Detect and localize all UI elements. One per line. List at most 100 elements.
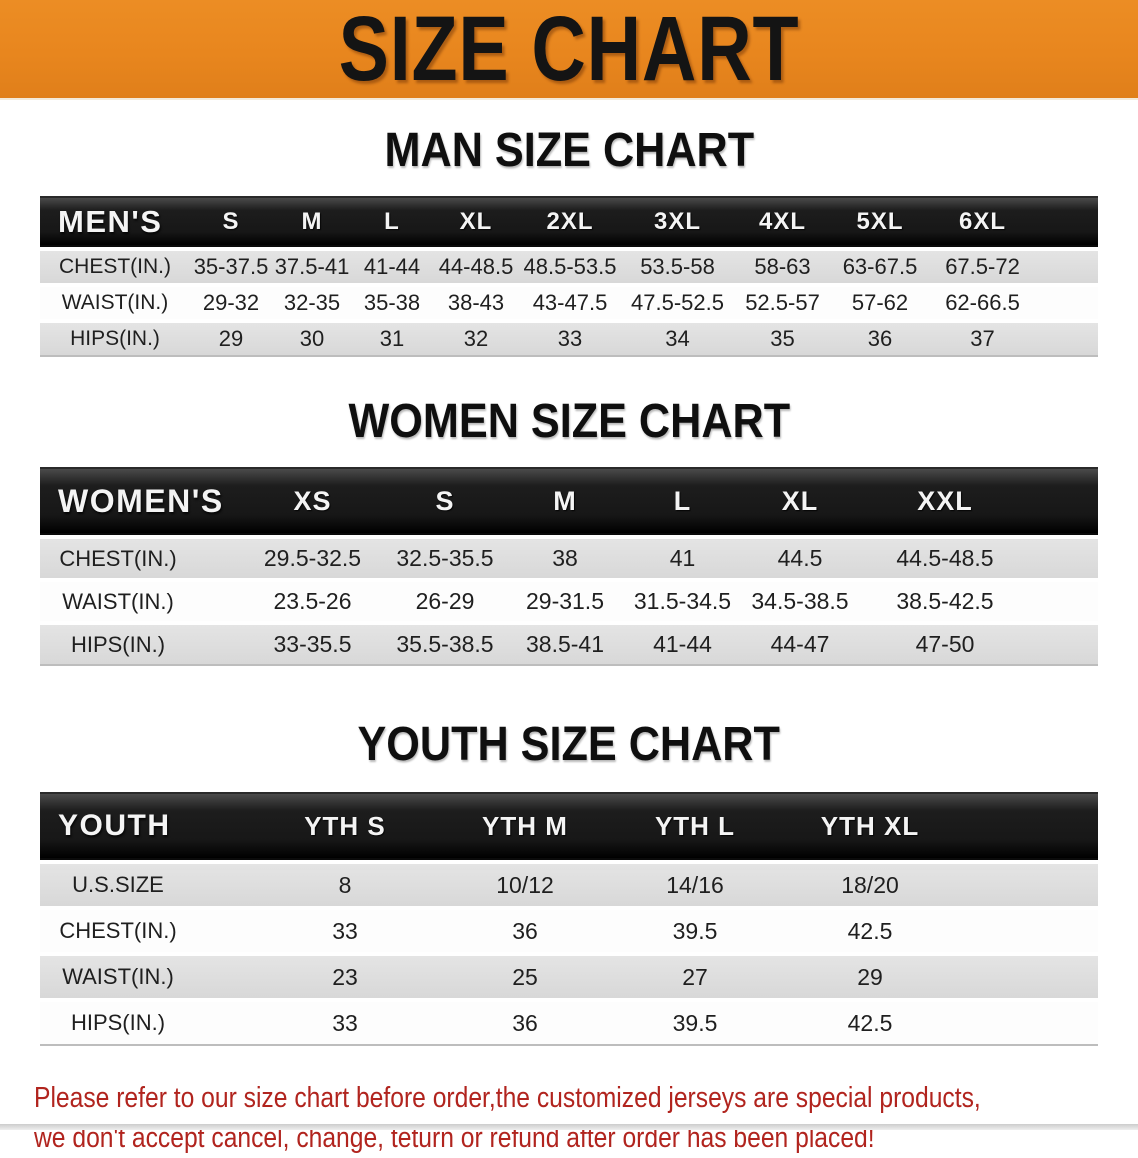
measurement-value: 33-35.5 [240,621,385,666]
men-section-title-text: MAN SIZE CHART [384,124,754,177]
youth-section-title: YOUTH SIZE CHART [0,718,1138,771]
row-label: U.S.SIZE [40,860,250,906]
measurement-value: 23 [250,952,440,998]
row-label: CHEST(IN.) [40,906,250,952]
men-size-table: MEN'S S M L XL 2XL 3XL 4XL 5XL 6XL CHEST(IN.) 35-37… [40,196,1098,357]
disclaimer-line-1: Please refer to our size chart before or… [34,1082,981,1114]
spacer-cell [1035,319,1098,357]
measurement-row: CHEST(IN.) 29.5-32.5 32.5-35.5 38 41 44.5 44.5… [40,535,1098,578]
measurement-value: 29 [190,319,272,357]
measurement-row: HIPS(IN.) 33-35.5 35.5-38.5 38.5-41 41-44 44-… [40,621,1098,666]
row-label: WAIST(IN.) [40,578,240,621]
size-column-header: L [625,467,740,535]
page-title: SIZE CHART [338,0,800,100]
measurement-value: 52.5-57 [735,283,830,319]
measurement-value: 8 [250,860,440,906]
measurement-value: 41-44 [625,621,740,666]
measurement-value: 41 [625,535,740,578]
size-column-header: XS [240,467,385,535]
measurement-value: 67.5-72 [930,247,1035,283]
size-column-header: M [272,196,352,247]
size-column-header: S [190,196,272,247]
row-label: HIPS(IN.) [40,621,240,666]
spacer-cell [960,792,1098,860]
table-corner-label: MEN'S [40,196,190,247]
measurement-value: 33 [250,998,440,1046]
measurement-value: 25 [440,952,610,998]
measurement-value: 44.5 [740,535,860,578]
measurement-row: U.S.SIZE 8 10/12 14/16 18/20 [40,860,1098,906]
measurement-value: 41-44 [352,247,432,283]
measurement-value: 47-50 [860,621,1030,666]
measurement-value: 37 [930,319,1035,357]
measurement-row: WAIST(IN.) 23.5-26 26-29 29-31.5 31.5-34.5 34… [40,578,1098,621]
size-column-header: M [505,467,625,535]
measurement-value: 35-37.5 [190,247,272,283]
row-label: HIPS(IN.) [40,998,250,1046]
measurement-row: HIPS(IN.) 33 36 39.5 42.5 [40,998,1098,1046]
measurement-value: 30 [272,319,352,357]
size-column-header: L [352,196,432,247]
size-column-header: YTH S [250,792,440,860]
youth-size-table: YOUTH YTH S YTH M YTH L YTH XL U.S.SIZE 8 10/12… [40,792,1098,1046]
spacer-cell [1035,283,1098,319]
measurement-value: 39.5 [610,906,780,952]
measurement-row: CHEST(IN.) 35-37.5 37.5-41 41-44 44-48.5 48.5… [40,247,1098,283]
size-column-header: YTH M [440,792,610,860]
size-column-header: 2XL [520,196,620,247]
measurement-value: 35.5-38.5 [385,621,505,666]
size-column-header: S [385,467,505,535]
women-size-table: WOMEN'S XS S M L XL XXL CHEST(IN.) 29.5-32.5 32.5… [40,467,1098,666]
size-column-header: XL [432,196,520,247]
measurement-value: 42.5 [780,998,960,1046]
measurement-value: 14/16 [610,860,780,906]
measurement-value: 32 [432,319,520,357]
spacer-cell [960,998,1098,1046]
women-section-title-text: WOMEN SIZE CHART [348,395,790,448]
measurement-value: 36 [830,319,930,357]
measurement-value: 53.5-58 [620,247,735,283]
measurement-row: WAIST(IN.) 29-32 32-35 35-38 38-43 43-47.5 47.… [40,283,1098,319]
measurement-value: 62-66.5 [930,283,1035,319]
measurement-value: 35 [735,319,830,357]
measurement-value: 36 [440,906,610,952]
row-label: WAIST(IN.) [40,283,190,319]
banner: SIZE CHART [0,0,1138,100]
size-column-header: XL [740,467,860,535]
measurement-value: 26-29 [385,578,505,621]
measurement-value: 38-43 [432,283,520,319]
row-label: WAIST(IN.) [40,952,250,998]
measurement-value: 44-47 [740,621,860,666]
size-column-header: 5XL [830,196,930,247]
spacer-cell [1030,621,1098,666]
measurement-value: 33 [250,906,440,952]
measurement-value: 63-67.5 [830,247,930,283]
youth-section-title-text: YOUTH SIZE CHART [357,718,781,771]
measurement-row: CHEST(IN.) 33 36 39.5 42.5 [40,906,1098,952]
size-column-header: 6XL [930,196,1035,247]
measurement-value: 31 [352,319,432,357]
bottom-edge-shadow [0,1124,1138,1130]
size-column-header: XXL [860,467,1030,535]
spacer-cell [960,952,1098,998]
measurement-value: 43-47.5 [520,283,620,319]
measurement-value: 23.5-26 [240,578,385,621]
measurement-value: 58-63 [735,247,830,283]
spacer-cell [960,860,1098,906]
row-label: CHEST(IN.) [40,247,190,283]
measurement-value: 31.5-34.5 [625,578,740,621]
measurement-value: 44-48.5 [432,247,520,283]
measurement-value: 33 [520,319,620,357]
measurement-value: 37.5-41 [272,247,352,283]
measurement-value: 38 [505,535,625,578]
measurement-value: 34.5-38.5 [740,578,860,621]
size-column-header: 3XL [620,196,735,247]
table-corner-label: WOMEN'S [40,467,240,535]
spacer-cell [960,906,1098,952]
measurement-value: 57-62 [830,283,930,319]
measurement-value: 48.5-53.5 [520,247,620,283]
measurement-value: 29 [780,952,960,998]
measurement-value: 29.5-32.5 [240,535,385,578]
measurement-value: 36 [440,998,610,1046]
measurement-value: 29-31.5 [505,578,625,621]
